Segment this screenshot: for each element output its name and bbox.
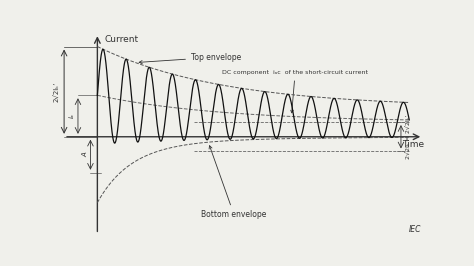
Text: A: A bbox=[82, 152, 88, 157]
Text: IEC: IEC bbox=[409, 225, 422, 234]
Text: iₐ: iₐ bbox=[69, 114, 75, 118]
Text: Time: Time bbox=[402, 140, 425, 149]
Text: Bottom envelope: Bottom envelope bbox=[201, 146, 267, 219]
Text: DC component  iₐᴄ  of the short-circuit current: DC component iₐᴄ of the short-circuit cu… bbox=[222, 70, 368, 113]
Text: 2√2Iₖ’: 2√2Iₖ’ bbox=[55, 81, 61, 102]
Text: 2√2Iₖ = 2√2Iₖ’: 2√2Iₖ = 2√2Iₖ’ bbox=[406, 115, 411, 159]
Text: Top envelope: Top envelope bbox=[139, 53, 241, 64]
Text: Current: Current bbox=[104, 35, 138, 44]
